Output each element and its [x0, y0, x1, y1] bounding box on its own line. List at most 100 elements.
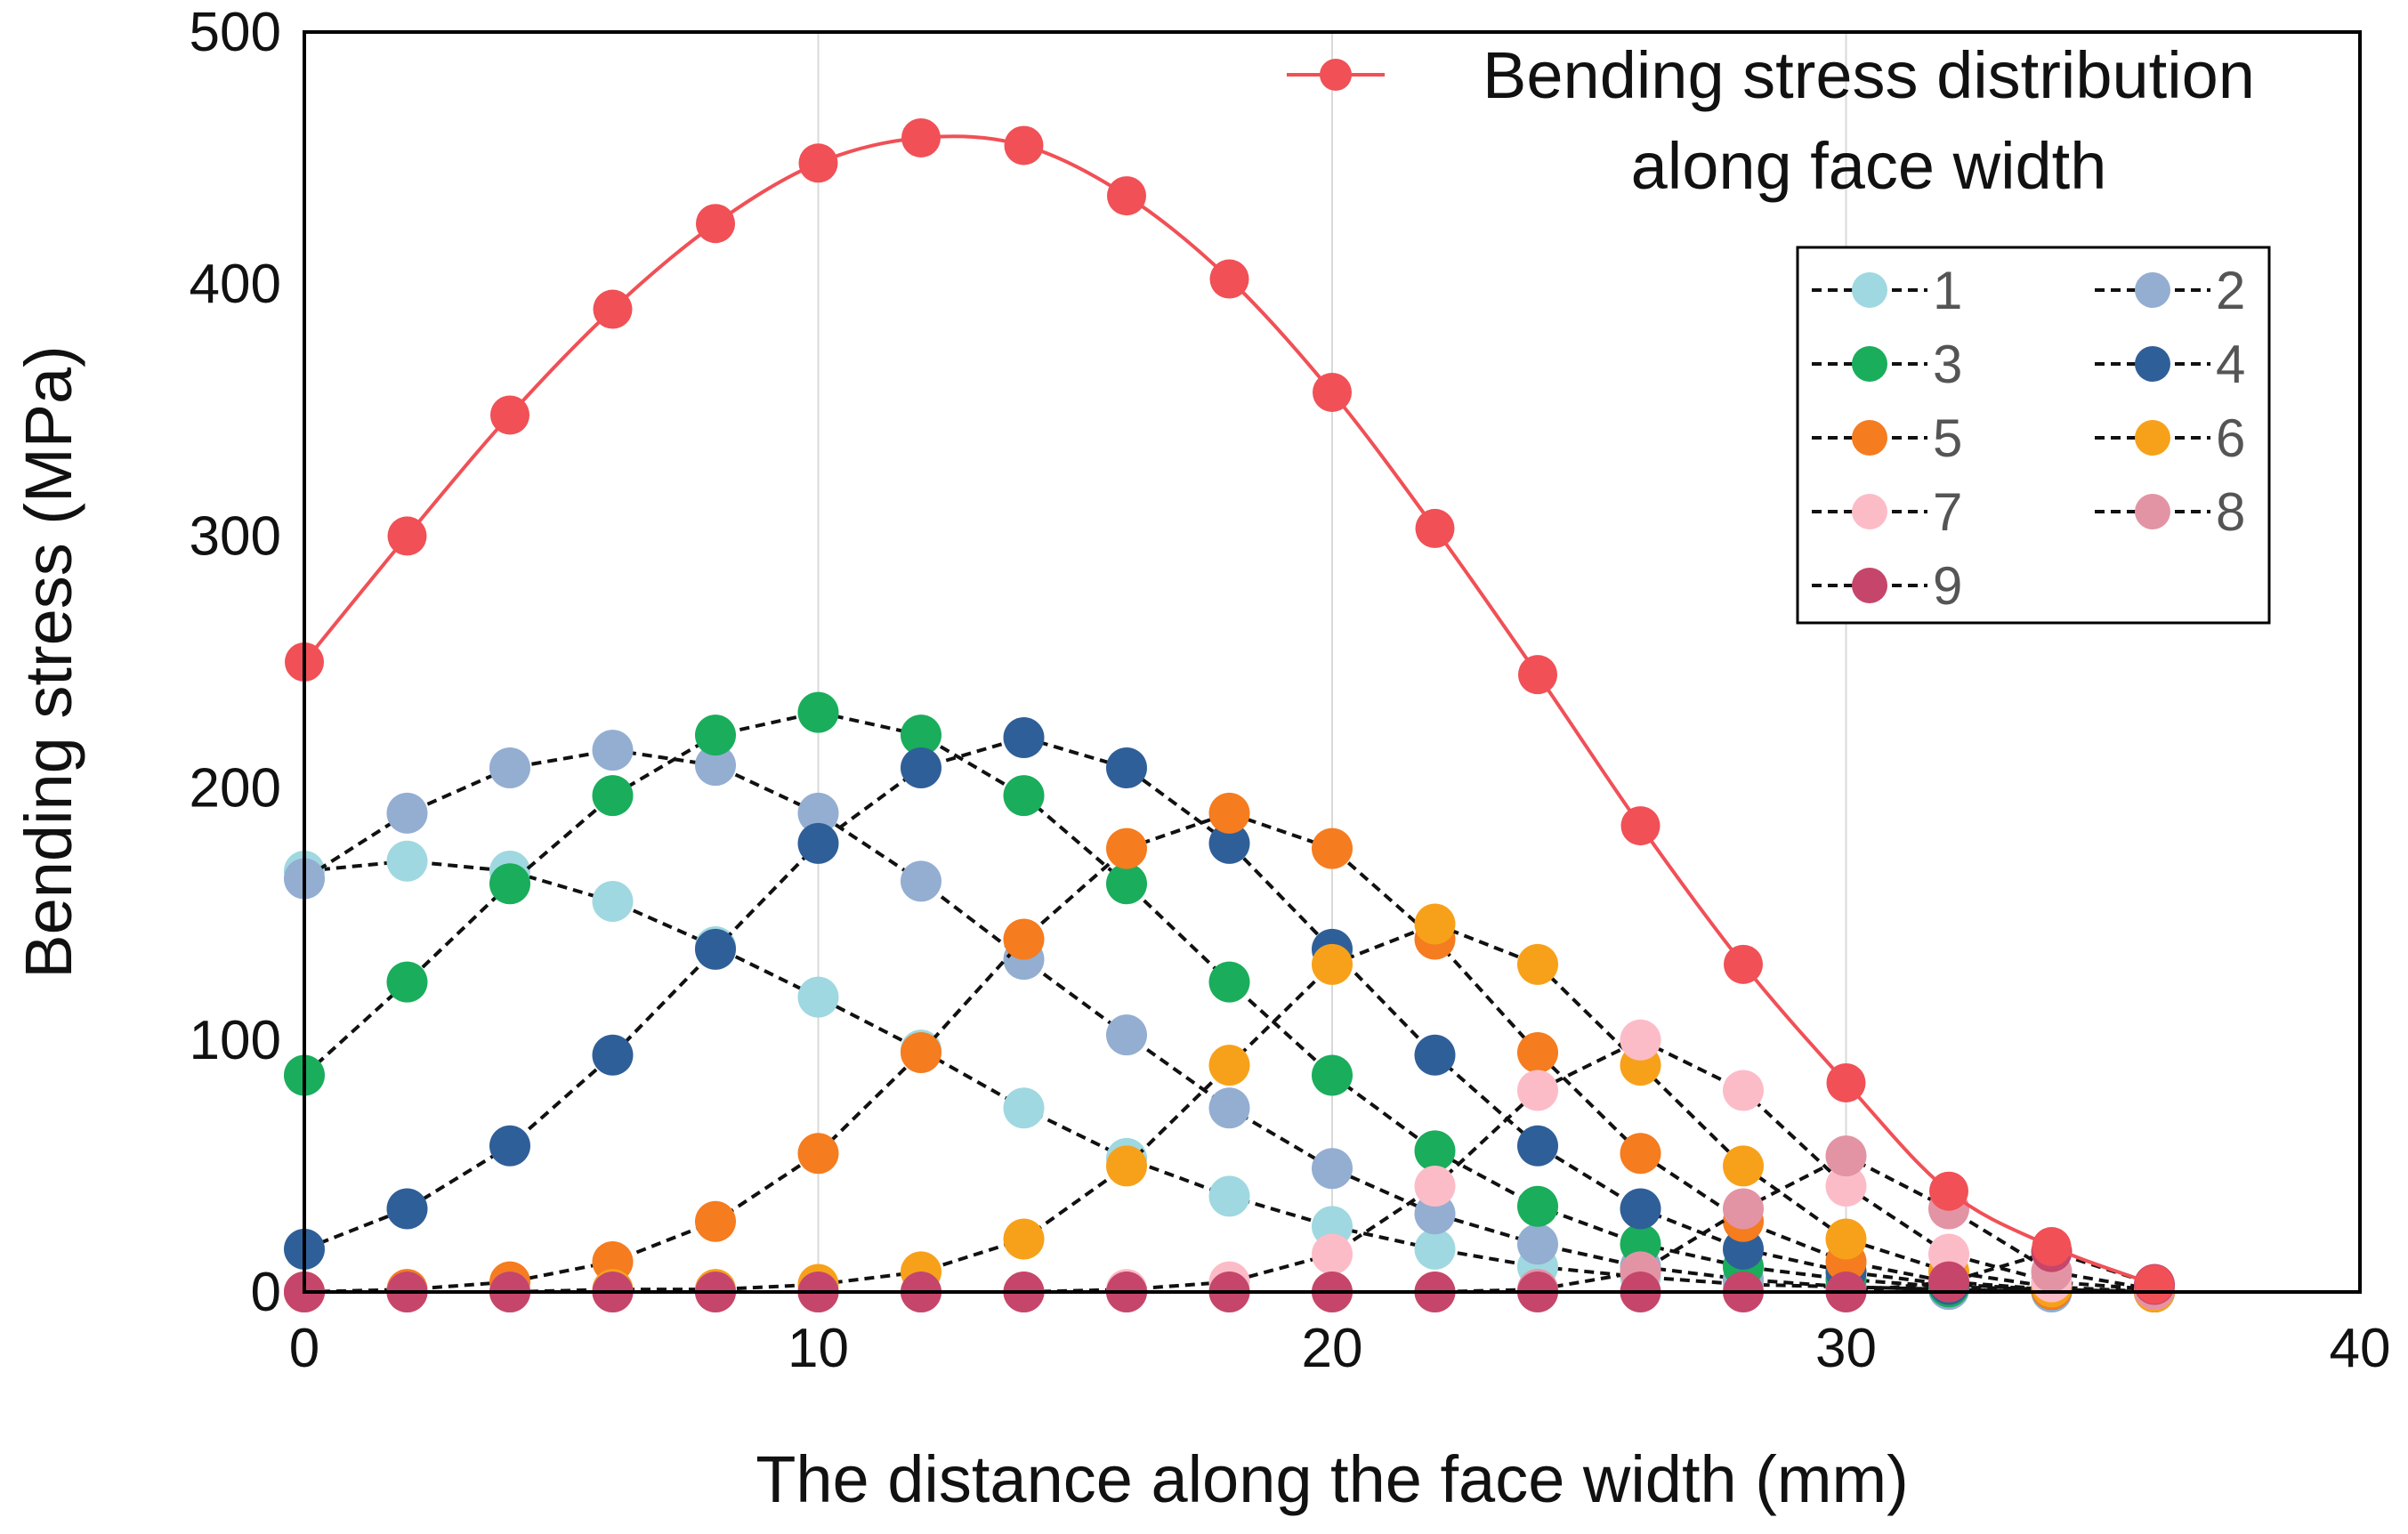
series-6-point-10	[1312, 943, 1353, 985]
legend-label-1: 1	[1933, 261, 1962, 320]
y-tick-label-0: 0	[251, 1262, 281, 1323]
y-tick-label-100: 100	[190, 1010, 281, 1071]
series-1-point-9	[1208, 1175, 1250, 1217]
y-tick-label-200: 200	[190, 758, 281, 819]
series-6-point-14	[1723, 1145, 1764, 1187]
series-3-point-1	[386, 961, 428, 1003]
series-4-point-8	[1106, 747, 1147, 788]
y-tick-label-300: 300	[190, 505, 281, 567]
legend-marker-6	[2135, 420, 2170, 456]
series-4-point-13	[1620, 1188, 1661, 1230]
legend-label-9: 9	[1933, 556, 1962, 616]
series-legend: 1 2 3 4 5 6 7 8 9	[1796, 246, 2271, 625]
series-4-point-12	[1517, 1125, 1558, 1167]
main-series-point-10	[1313, 372, 1352, 412]
main-series-point-2	[490, 395, 529, 435]
series-4-point-2	[489, 1125, 530, 1167]
series-6-point-15	[1825, 1218, 1867, 1260]
series-7-point-12	[1517, 1070, 1558, 1111]
x-tick-label-40: 40	[2330, 1318, 2391, 1379]
series-7-point-15	[1825, 1166, 1867, 1207]
legend-marker-8	[2135, 494, 2170, 529]
series-3-point-7	[1003, 775, 1045, 817]
series-4-point-3	[592, 1034, 634, 1076]
legend-marker-1	[1852, 272, 1887, 308]
series-5-point-13	[1620, 1133, 1661, 1175]
series-2-point-6	[901, 860, 941, 902]
main-series-point-7	[1004, 125, 1044, 166]
series-5-point-12	[1517, 1031, 1558, 1073]
series-2-point-1	[386, 792, 428, 834]
main-series-point-16	[1929, 1171, 1968, 1211]
main-series-point-17	[2032, 1227, 2072, 1267]
series-4-point-11	[1414, 1034, 1456, 1076]
y-axis-title: Bending stress (MPa)	[12, 345, 85, 979]
series-4-point-1	[386, 1188, 428, 1230]
series-5-point-9	[1208, 792, 1250, 834]
series-1-point-7	[1003, 1087, 1045, 1129]
series-3-point-6	[901, 715, 941, 756]
main-series-point-18	[2135, 1264, 2174, 1304]
legend-item-5: 5	[1812, 408, 1962, 468]
legend-label-3: 3	[1933, 335, 1962, 394]
main-series-point-13	[1620, 806, 1661, 846]
legend-marker-4	[2135, 346, 2170, 382]
series-5-point-5	[797, 1133, 839, 1175]
series-8-point-15	[1825, 1135, 1867, 1177]
legend-label-7: 7	[1933, 482, 1962, 542]
series-6-point-9	[1208, 1045, 1250, 1086]
series-3-point-11	[1414, 1130, 1456, 1172]
y-tick-label-400: 400	[190, 254, 281, 315]
series-6-point-8	[1106, 1145, 1147, 1187]
series-7-point-11	[1414, 1166, 1456, 1207]
series-3-point-12	[1517, 1185, 1558, 1227]
legend-marker-7	[1852, 494, 1887, 529]
series-2-point-5	[797, 792, 839, 834]
legend-marker-9	[1852, 568, 1887, 603]
series-9-point-16	[1928, 1261, 1969, 1303]
series-3-point-3	[592, 775, 634, 817]
legend-item-6: 6	[2095, 408, 2245, 468]
series-1-point-5	[797, 976, 839, 1018]
series-6-point-11	[1414, 903, 1456, 945]
main-series-point-15	[1826, 1062, 1866, 1102]
main-legend-label-line2: along face width	[1631, 129, 2107, 203]
legend-item-3: 3	[1812, 335, 1962, 394]
series-2-point-10	[1312, 1148, 1353, 1190]
main-series-point-12	[1518, 655, 1557, 695]
series-3-point-4	[695, 715, 736, 756]
series-4-point-4	[695, 928, 736, 970]
series-2-point-12	[1517, 1223, 1558, 1265]
main-series-point-5	[798, 143, 838, 183]
legend-marker-3	[1852, 346, 1887, 382]
series-7-point-14	[1723, 1070, 1764, 1111]
series-7-point-13	[1620, 1019, 1661, 1061]
series-5-point-6	[901, 1031, 941, 1073]
legend-item-7: 7	[1812, 482, 1962, 542]
series-4-point-5	[797, 822, 839, 864]
series-5-point-10	[1312, 828, 1353, 869]
series-2-point-9	[1208, 1087, 1250, 1129]
legend-label-6: 6	[2216, 408, 2245, 468]
legend-label-5: 5	[1933, 408, 1962, 468]
series-2-point-3	[592, 730, 634, 771]
main-series-point-4	[696, 204, 735, 244]
plot-frame	[303, 30, 2362, 1294]
legend-item-2: 2	[2095, 261, 2245, 320]
main-series-point-9	[1209, 259, 1249, 299]
series-4-point-6	[901, 747, 941, 788]
x-tick-label-0: 0	[289, 1318, 319, 1379]
legend-marker-2	[2135, 272, 2170, 308]
series-1-point-3	[592, 881, 634, 923]
series-8-point-14	[1723, 1188, 1764, 1230]
main-series-point-14	[1724, 944, 1763, 984]
legend-item-8: 8	[2095, 482, 2245, 542]
series-6-point-7	[1003, 1218, 1045, 1260]
series-7-point-10	[1312, 1233, 1353, 1275]
main-series	[285, 117, 2174, 1304]
x-tick-label-20: 20	[1302, 1318, 1363, 1379]
legend-item-4: 4	[2095, 335, 2245, 394]
series-3-point-8	[1106, 863, 1147, 905]
series-1-point-11	[1414, 1228, 1456, 1270]
